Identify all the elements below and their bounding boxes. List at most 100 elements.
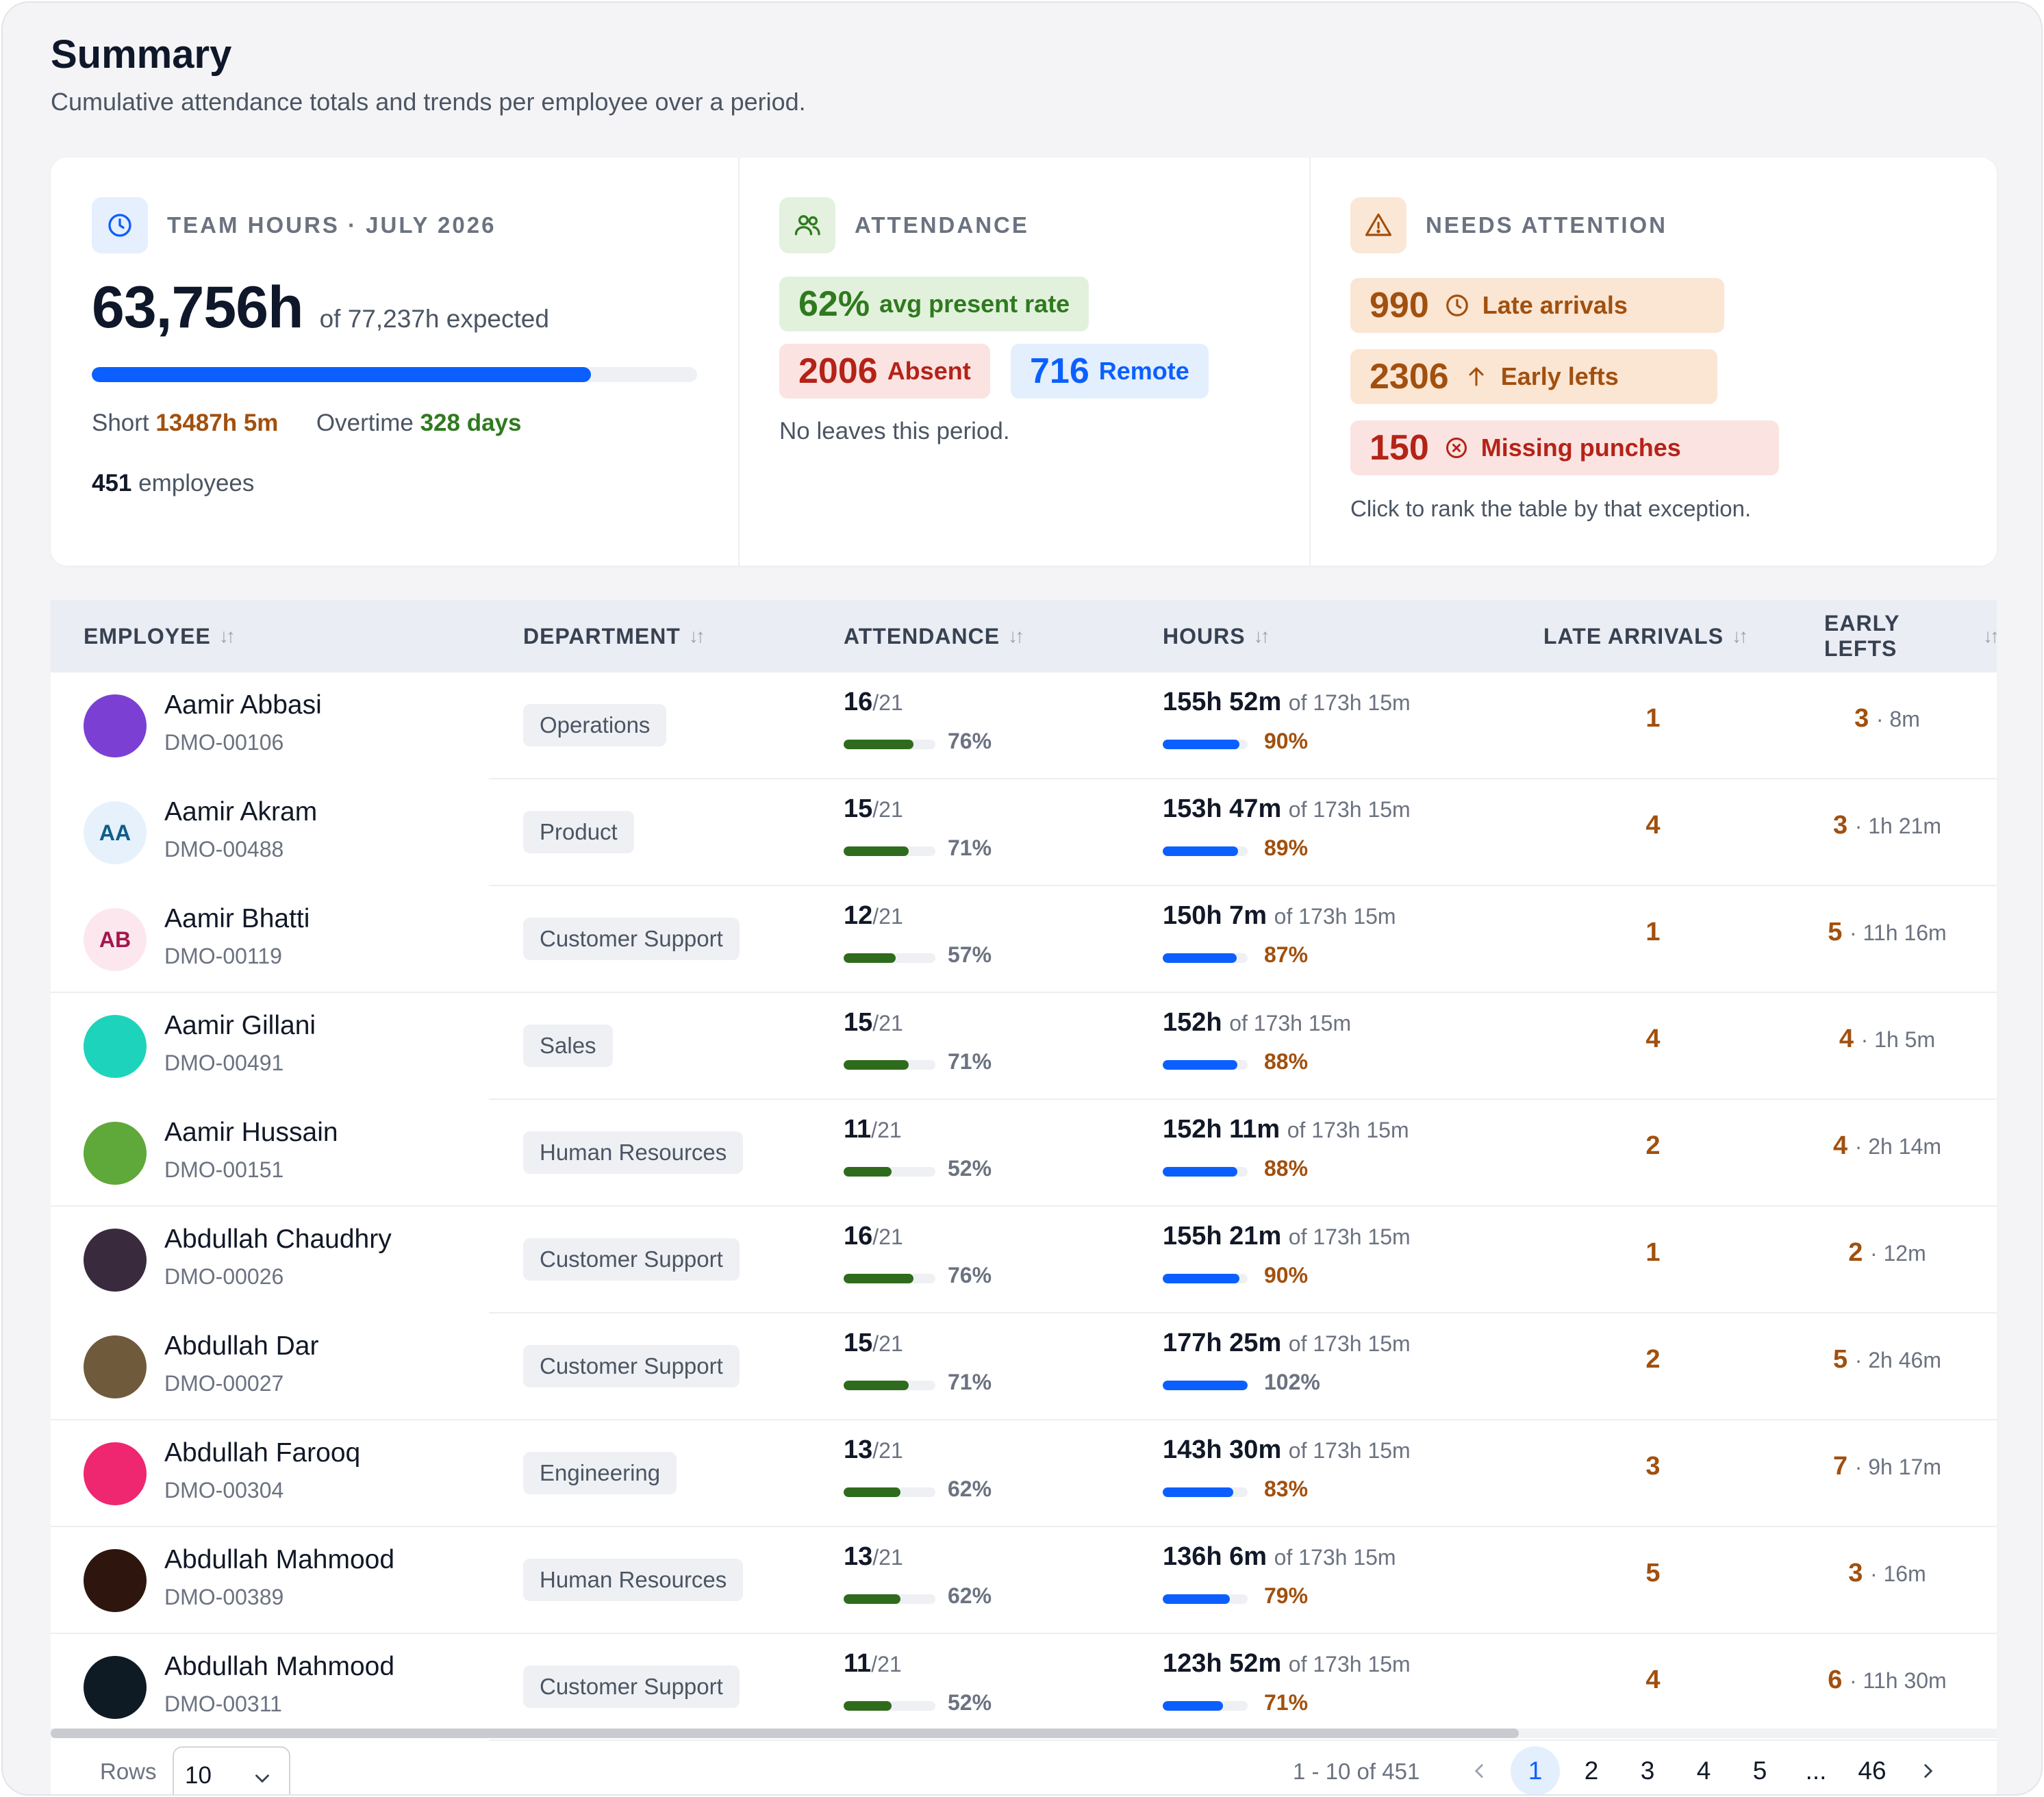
attendance-percent: 76% — [948, 1263, 992, 1287]
sort-icon: ↓↑ — [1008, 625, 1024, 646]
rows-per-page-select[interactable]: 10 — [173, 1746, 290, 1794]
sort-icon: ↓↑ — [688, 625, 705, 646]
missing-punches-filter[interactable]: 150 Missing punches — [1350, 420, 1779, 475]
page-button[interactable]: 46 — [1858, 1757, 1887, 1785]
employee-name[interactable]: Abdullah Mahmood — [164, 1545, 395, 1574]
table-row[interactable]: Abdullah Dar DMO-00027 Customer Support … — [51, 1314, 1997, 1420]
avatar — [84, 1229, 147, 1292]
early-lefts-count: 7 · 9h 17m — [1833, 1452, 1941, 1481]
department-badge: Customer Support — [523, 918, 740, 960]
employee-name[interactable]: Aamir Abbasi — [164, 690, 322, 720]
early-lefts-count: 5 · 11h 16m — [1828, 918, 1947, 946]
table-row[interactable]: Abdullah Chaudhry DMO-00026 Customer Sup… — [51, 1207, 1997, 1314]
attendance-days: 13/21 — [844, 1542, 903, 1571]
attendance-card: ATTENDANCE 62% avg present rate 2006 Abs… — [740, 158, 1311, 566]
table-header: EMPLOYEE ↓↑ DEPARTMENT ↓↑ ATTENDANCE ↓↑ HOU… — [51, 600, 1997, 673]
column-late-arrivals[interactable]: LATE ARRIVALS ↓↑ — [1543, 623, 1748, 649]
summary-table: EMPLOYEE ↓↑ DEPARTMENT ↓↑ ATTENDANCE ↓↑ HOU… — [51, 600, 1997, 1794]
early-lefts-count: 3 · 16m — [1848, 1559, 1926, 1587]
late-arrivals-count: 5 — [1645, 1559, 1661, 1587]
overtime-value: 328 days — [420, 410, 522, 436]
employee-name[interactable]: Abdullah Dar — [164, 1331, 319, 1361]
employee-id: DMO-00151 — [164, 1157, 284, 1182]
hours-bar-fill — [1163, 1487, 1233, 1497]
column-employee[interactable]: EMPLOYEE ↓↑ — [84, 623, 236, 649]
hours-percent: 88% — [1264, 1049, 1309, 1074]
hours-worked: 177h 25m of 173h 15m — [1163, 1329, 1411, 1357]
attendance-bar — [844, 740, 935, 749]
employee-id: DMO-00488 — [164, 837, 284, 862]
sort-icon: ↓↑ — [1253, 625, 1270, 646]
hours-worked: 152h of 173h 15m — [1163, 1008, 1352, 1037]
hours-bar — [1163, 1594, 1248, 1604]
hours-percent: 79% — [1264, 1583, 1309, 1608]
page-button[interactable]: 2 — [1584, 1757, 1599, 1785]
table-row[interactable]: Abdullah Farooq DMO-00304 Engineering 13… — [51, 1420, 1997, 1527]
table-row[interactable]: Aamir Hussain DMO-00151 Human Resources … — [51, 1100, 1997, 1207]
attendance-bar — [844, 1487, 935, 1497]
prev-page-button[interactable] — [1454, 1746, 1504, 1794]
employee-id: DMO-00027 — [164, 1371, 284, 1396]
hours-percent: 102% — [1264, 1370, 1320, 1394]
attendance-percent: 52% — [948, 1690, 992, 1715]
hours-worked: 155h 21m of 173h 15m — [1163, 1222, 1411, 1251]
clock-icon — [1444, 292, 1470, 318]
hours-percent: 90% — [1264, 1263, 1309, 1287]
warning-icon — [1350, 197, 1406, 253]
attendance-bar-fill — [844, 1594, 901, 1604]
employee-name[interactable]: Abdullah Mahmood — [164, 1652, 395, 1681]
hours-bar-fill — [1163, 1060, 1238, 1070]
horizontal-scrollbar[interactable] — [51, 1729, 1997, 1738]
table-row[interactable]: Aamir Abbasi DMO-00106 Operations 16/21 … — [51, 673, 1997, 779]
employee-id: DMO-00311 — [164, 1692, 282, 1716]
short-value: 13487h 5m — [155, 410, 279, 436]
attendance-bar — [844, 1060, 935, 1070]
employee-name[interactable]: Aamir Hussain — [164, 1118, 338, 1147]
department-badge: Customer Support — [523, 1238, 740, 1281]
employee-name[interactable]: Abdullah Chaudhry — [164, 1224, 392, 1254]
employee-name[interactable]: Aamir Bhatti — [164, 904, 310, 933]
column-attendance[interactable]: ATTENDANCE ↓↑ — [844, 623, 1024, 649]
column-hours[interactable]: HOURS ↓↑ — [1163, 623, 1270, 649]
hours-bar-fill — [1163, 953, 1237, 963]
avatar — [84, 1442, 147, 1505]
hours-percent: 71% — [1264, 1690, 1309, 1715]
table-row[interactable]: AA Aamir Akram DMO-00488 Product 15/21 7… — [51, 779, 1997, 886]
table-row[interactable]: AB Aamir Bhatti DMO-00119 Customer Suppo… — [51, 886, 1997, 993]
employee-name[interactable]: Aamir Gillani — [164, 1011, 316, 1040]
early-lefts-count: 5 · 2h 46m — [1833, 1345, 1941, 1374]
page-button[interactable]: 1 — [1511, 1746, 1560, 1794]
late-arrivals-count: 4 — [1645, 1666, 1661, 1694]
table-row[interactable]: Abdullah Mahmood DMO-00311 Customer Supp… — [51, 1634, 1997, 1741]
avatar — [84, 1656, 147, 1719]
attendance-days: 15/21 — [844, 794, 903, 823]
hours-bar — [1163, 740, 1248, 749]
early-lefts-filter[interactable]: 2306 Early lefts — [1350, 349, 1717, 404]
next-page-button[interactable] — [1904, 1746, 1953, 1794]
employee-id: DMO-00491 — [164, 1051, 284, 1075]
employee-name[interactable]: Aamir Akram — [164, 797, 318, 827]
page-button[interactable]: 3 — [1640, 1757, 1655, 1785]
employee-name[interactable]: Abdullah Farooq — [164, 1438, 361, 1468]
attendance-bar — [844, 1701, 935, 1711]
page-button[interactable]: 5 — [1752, 1757, 1767, 1785]
attendance-bar-fill — [844, 1381, 909, 1390]
scrollbar-thumb[interactable] — [51, 1729, 1519, 1738]
hours-worked: 143h 30m of 173h 15m — [1163, 1435, 1411, 1464]
attendance-bar-fill — [844, 1701, 892, 1711]
attendance-percent: 52% — [948, 1156, 992, 1181]
table-row[interactable]: Abdullah Mahmood DMO-00389 Human Resourc… — [51, 1527, 1997, 1634]
table-row[interactable]: Aamir Gillani DMO-00491 Sales 15/21 71% … — [51, 993, 1997, 1100]
hours-bar — [1163, 1381, 1248, 1390]
hours-bar-fill — [1163, 1701, 1224, 1711]
attendance-label: ATTENDANCE — [855, 212, 1029, 238]
hours-bar-fill — [1163, 740, 1239, 749]
late-arrivals-count: 3 — [1645, 1452, 1661, 1481]
hours-percent: 83% — [1264, 1476, 1309, 1501]
column-department[interactable]: DEPARTMENT ↓↑ — [523, 623, 705, 649]
team-hours-expected: of 77,237h expected — [319, 305, 549, 333]
column-early-lefts[interactable]: EARLY LEFTS ↓↑ — [1824, 611, 1997, 661]
page-button[interactable]: 4 — [1696, 1757, 1711, 1785]
late-arrivals-filter[interactable]: 990 Late arrivals — [1350, 278, 1724, 333]
attendance-days: 15/21 — [844, 1008, 903, 1037]
